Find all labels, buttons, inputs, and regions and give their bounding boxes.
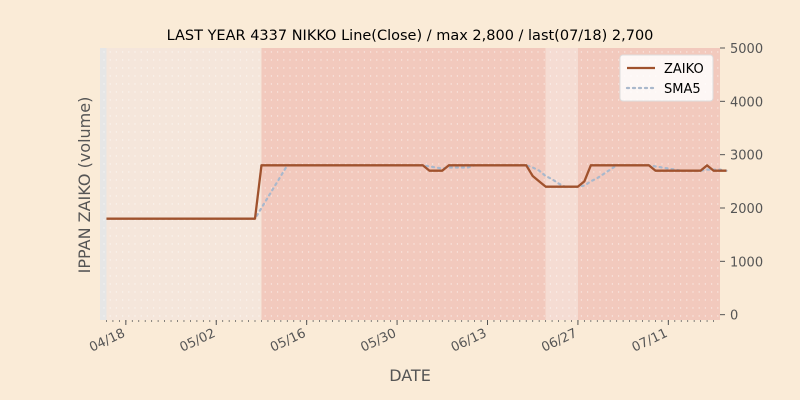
shaded-region-4 xyxy=(100,48,107,320)
x-axis-label: DATE xyxy=(389,366,431,385)
y-tick-label-4000: 4000 xyxy=(730,95,763,110)
legend-label-zaiko: ZAIKO xyxy=(664,62,704,77)
legend-label-sma5: SMA5 xyxy=(664,82,701,97)
y-tick-label-3000: 3000 xyxy=(730,149,763,164)
y-axis: 0 1000 2000 3000 4000 5000 xyxy=(720,42,763,324)
y-tick-label-5000: 5000 xyxy=(730,42,763,57)
series-line-zaiko xyxy=(106,164,727,220)
shaded-region-2 xyxy=(545,48,578,320)
grid-dots xyxy=(103,51,719,317)
dot-grid xyxy=(103,51,719,317)
shaded-bands xyxy=(100,48,720,320)
series-lines xyxy=(106,164,728,220)
y-axis-label: IPPAN ZAIKO (volume) xyxy=(75,97,94,274)
y-tick-label-2000: 2000 xyxy=(730,202,763,217)
shaded-region-1 xyxy=(261,48,546,320)
y-tick-label-0: 0 xyxy=(730,309,738,324)
shaded-region-0 xyxy=(100,48,262,320)
chart-title: LAST YEAR 4337 NIKKO Line(Close) / max 2… xyxy=(167,28,654,44)
y-tick-label-1000: 1000 xyxy=(730,255,763,270)
legend: ZAIKO SMA5 xyxy=(619,54,714,102)
legend-box xyxy=(619,54,714,102)
